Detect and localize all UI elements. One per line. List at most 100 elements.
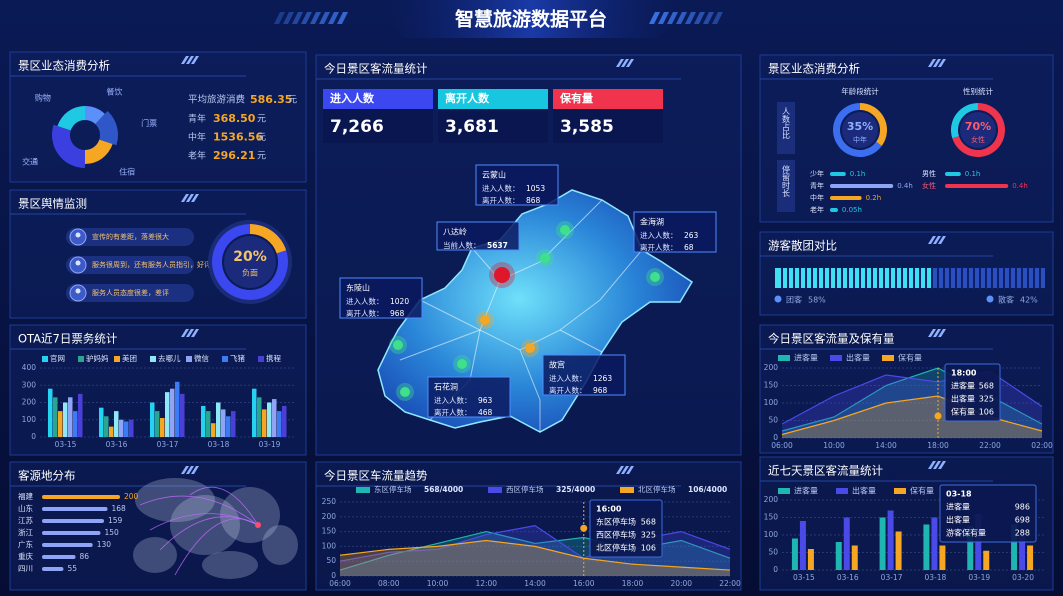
header-band [380,0,683,38]
series-line [339,539,731,571]
tooltip-value: 106 [979,408,994,417]
bar [923,524,930,570]
header-stripe [694,12,705,24]
spot-dot [494,267,510,283]
segment-label: 住宿 [119,167,135,177]
header-stripe [649,12,660,24]
legend-swatch [620,487,634,493]
header-stripe [685,12,696,24]
legend-label: 去哪儿 [158,353,181,363]
title-stripe [938,329,946,337]
callout-label: 离开人数： [640,242,678,252]
stripe-gap [1003,267,1005,289]
stripe-gap [883,267,885,289]
stat-value: 3,681 [445,117,499,137]
y-tick-label: 400 [22,363,37,372]
callout-label: 离开人数： [434,407,472,417]
y-tick-label: 150 [764,381,779,390]
bar [180,393,185,437]
bar [211,423,216,437]
comment: 服务人员态度很差，差评 [92,288,169,297]
bar [1011,524,1018,570]
panel-title: 游客散团对比 [768,239,837,253]
legend-swatch [186,356,192,362]
group-value: 368.50 [213,112,256,125]
donut-center [960,112,996,148]
stripe-gap [865,267,867,289]
group-value: 1536.56 [213,131,263,144]
x-tick-label: 03-16 [837,573,859,582]
tooltip [944,363,1001,422]
y-tick-label: 50 [326,556,336,565]
legend-swatch [778,488,790,494]
bar [272,399,277,437]
y-tick-label: 浙江 [18,527,33,537]
y-tick-label: 150 [764,513,779,522]
district-border [559,329,603,353]
stat-header [553,89,663,109]
x-tick-label: 03-19 [968,573,990,582]
title-stripe [933,461,941,469]
value-label: 0.1h [850,170,866,178]
panel-title: 今日景区客流量及保有量 [768,332,895,346]
callout-value: 968 [593,386,608,395]
y-tick-label: 200 [322,512,337,521]
bar [835,542,842,570]
ratio-value: 42% [1020,296,1038,305]
spot-dot [393,340,403,350]
x-tick-label: 03-16 [106,440,128,449]
bar [129,419,134,437]
callout-value: 1020 [390,297,409,306]
y-tick-label: 250 [322,497,337,506]
title-stripe [186,194,194,202]
x-tick-label: 03-19 [259,440,281,449]
callout-label: 进入人数： [482,183,520,193]
header-stripe [319,12,330,24]
stat-label: 离开人数 [445,91,490,105]
donut-segment [95,110,118,146]
tooltip-name: 游客保有量 [946,528,986,538]
legend-swatch [894,488,906,494]
callout-label: 当前人数： [443,240,481,250]
area-fill [340,531,730,576]
callout [427,376,511,418]
bar [939,545,946,570]
panel [315,461,742,591]
header-stripe [676,12,687,24]
title-stripe [191,466,199,474]
bar [42,519,105,523]
panel-title: 客源地分布 [18,469,76,483]
bar [252,388,257,437]
x-tick-label: 18:00 [622,579,644,588]
bar [216,402,221,437]
stripe-gap [919,267,921,289]
tooltip-value: 986 [1015,503,1030,512]
world-map-shape [202,551,258,579]
legend-swatch [258,356,264,362]
bar [124,421,129,437]
stripe-gap [1027,267,1029,289]
y-tick-label: 四川 [18,564,33,573]
title-stripe [938,236,946,244]
y-tick-label: 200 [764,495,779,504]
callout-label: 离开人数： [346,308,384,318]
y-tick-label: 100 [764,398,779,407]
gauge-value [250,224,287,254]
x-tick-label: 06:00 [771,441,793,450]
callout [339,277,423,319]
bar [931,517,938,570]
spot-dot [525,343,535,353]
spot-dot [650,272,660,282]
bar [830,172,846,176]
bar [226,416,231,437]
title-stripe [928,461,936,469]
bar [830,208,838,212]
donut-value-label: 35% [847,120,873,133]
bar [257,397,262,437]
legend-label: 美团 [122,353,137,363]
bar [42,531,101,535]
bar [78,393,83,437]
header-stripe [667,12,678,24]
hover-dot [580,524,588,532]
stripe-gap [931,267,933,289]
